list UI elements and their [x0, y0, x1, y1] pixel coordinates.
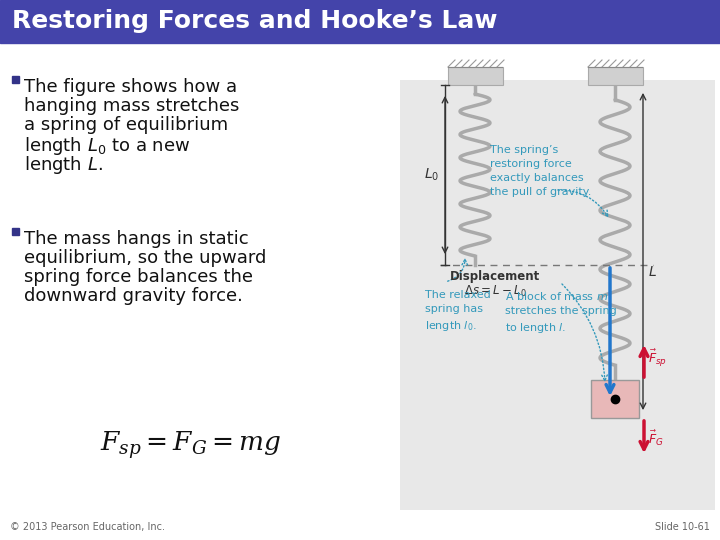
Text: Slide 10-61: Slide 10-61	[655, 522, 710, 532]
Text: length $L$.: length $L$.	[24, 154, 103, 176]
Bar	[588, 67, 643, 85]
Bar	[448, 67, 503, 85]
Text: © 2013 Pearson Education, Inc.: © 2013 Pearson Education, Inc.	[10, 522, 165, 532]
Text: a spring of equilibrium: a spring of equilibrium	[24, 116, 228, 134]
Text: $\Delta s = L - L_0$: $\Delta s = L - L_0$	[464, 284, 526, 299]
Text: The spring’s
restoring force
exactly balances
the pull of gravity.: The spring’s restoring force exactly bal…	[490, 145, 591, 197]
Text: downward gravity force.: downward gravity force.	[24, 287, 243, 305]
Text: Displacement: Displacement	[450, 270, 540, 283]
Text: A block of mass $m$
stretches the spring
to length $l$.: A block of mass $m$ stretches the spring…	[505, 290, 617, 335]
Text: $L$: $L$	[648, 265, 657, 279]
Text: $\vec{F}_G$: $\vec{F}_G$	[648, 428, 664, 448]
Text: $\vec{F}_{sp}$: $\vec{F}_{sp}$	[648, 347, 667, 369]
Text: hanging mass stretches: hanging mass stretches	[24, 97, 239, 115]
Bar	[591, 380, 639, 418]
Bar	[12, 228, 19, 235]
Bar	[400, 80, 715, 510]
Text: The figure shows how a: The figure shows how a	[24, 78, 237, 96]
Bar	[12, 76, 19, 83]
Text: $L_0$: $L_0$	[424, 167, 439, 183]
Text: spring force balances the: spring force balances the	[24, 268, 253, 286]
Text: Restoring Forces and Hooke’s Law: Restoring Forces and Hooke’s Law	[12, 9, 498, 33]
Text: equilibrium, so the upward: equilibrium, so the upward	[24, 249, 266, 267]
Text: The mass hangs in static: The mass hangs in static	[24, 230, 248, 248]
Text: $F_{sp} = F_G = mg$: $F_{sp} = F_G = mg$	[100, 429, 282, 461]
Bar	[0, 0, 720, 43]
Text: length $L_0$ to a new: length $L_0$ to a new	[24, 135, 190, 157]
Text: The relaxed
spring has
length $l_0$.: The relaxed spring has length $l_0$.	[425, 290, 491, 333]
